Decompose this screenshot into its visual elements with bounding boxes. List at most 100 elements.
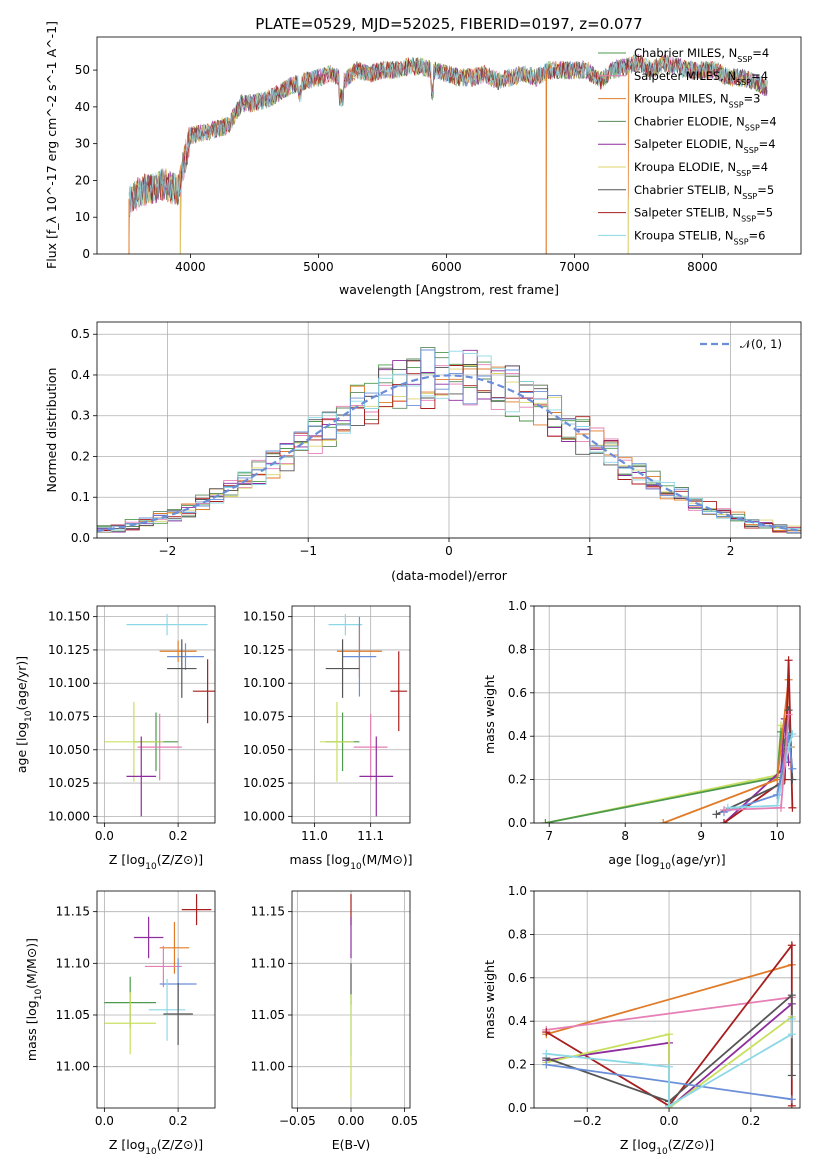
y-tick-label: 11.05 bbox=[56, 1008, 90, 1022]
y-tick-label: 11.00 bbox=[56, 1060, 90, 1074]
x-axis-label-sub: 10 bbox=[350, 862, 362, 872]
y-tick-label: 0 bbox=[82, 247, 90, 261]
plot-area bbox=[104, 613, 215, 817]
x-axis-label-main: Z [log bbox=[620, 1137, 656, 1152]
legend-tail: =4 bbox=[759, 137, 776, 151]
spectrum-line bbox=[128, 54, 768, 254]
y-tick-label: 11.15 bbox=[251, 905, 285, 919]
weight-line bbox=[723, 736, 794, 813]
legend-tail: =5 bbox=[757, 183, 774, 197]
y-tick-label: 11.10 bbox=[56, 956, 90, 970]
y-tick-label: 0.4 bbox=[71, 368, 90, 382]
x-axis-label-sub: 10 bbox=[656, 1147, 668, 1157]
x-axis-label-tail: (M/M⊙)] bbox=[362, 852, 413, 867]
histogram-step bbox=[97, 349, 801, 534]
x-tick-label: 7000 bbox=[559, 260, 590, 274]
weight-line bbox=[546, 996, 792, 1031]
x-tick-label: 4000 bbox=[175, 260, 206, 274]
y-tick-label: 10.050 bbox=[243, 743, 285, 757]
panel-mass-vs-EBV: −0.05 0.00 0.05 11.00 11.05 11.10 11.15 E(B-V) bbox=[251, 890, 418, 1152]
y-tick-label: 10.150 bbox=[243, 610, 285, 624]
axes-frame bbox=[291, 890, 411, 1109]
y-tick-label: 0.2 bbox=[508, 773, 527, 787]
legend-main: Chabrier ELODIE, N bbox=[634, 114, 745, 128]
x-axis-label-main: age [log bbox=[608, 852, 659, 867]
legend-tail: =6 bbox=[749, 228, 766, 242]
plot-area bbox=[542, 941, 796, 1108]
figure-title: PLATE=0529, MJD=52025, FIBERID=0197, z=0… bbox=[255, 15, 642, 33]
x-tick-label: 0.2 bbox=[169, 829, 188, 843]
y-tick-label: 20 bbox=[75, 173, 90, 187]
y-tick-label: 10.100 bbox=[48, 676, 90, 690]
y-axis-label: mass [log10(M/M⊙)] bbox=[24, 938, 44, 1061]
plot-area bbox=[104, 894, 212, 1055]
y-axis-label-sub: 10 bbox=[34, 989, 44, 1001]
y-axis-label-main: mass [log bbox=[24, 1000, 39, 1061]
x-tick-label: −1 bbox=[299, 544, 317, 558]
weight-line bbox=[546, 963, 793, 1036]
x-tick-label: 0.2 bbox=[741, 1114, 760, 1128]
x-tick-label: 11.1 bbox=[357, 829, 384, 843]
y-tick-label: 0.0 bbox=[71, 531, 90, 545]
x-axis-label-tail: (Z/Z⊙)] bbox=[157, 1137, 203, 1152]
legend-main: Salpeter ELODIE, N bbox=[634, 137, 744, 151]
y-tick-label: 10.050 bbox=[48, 743, 90, 757]
y-tick-label: 0.1 bbox=[71, 490, 90, 504]
x-axis-label-tail: (Z/Z⊙)] bbox=[157, 852, 203, 867]
y-tick-label: 10.150 bbox=[48, 610, 90, 624]
legend-sub: SSP bbox=[736, 77, 751, 86]
y-tick-label: 40 bbox=[75, 100, 90, 114]
legend-sub: SSP bbox=[742, 191, 757, 200]
legend-main: Salpeter STELIB, N bbox=[634, 206, 741, 220]
x-axis-label-main: Z [log bbox=[109, 1137, 145, 1152]
legend-sub: SSP bbox=[744, 146, 759, 155]
x-axis-label-main: Z [log bbox=[109, 852, 145, 867]
x-tick-label: 7 bbox=[545, 829, 553, 843]
legend-entry: Chabrier ELODIE, NSSP=4 bbox=[634, 114, 777, 131]
y-tick-label: 0.2 bbox=[508, 1058, 527, 1072]
y-tick-label: 0.8 bbox=[508, 642, 527, 656]
axes-frame bbox=[533, 605, 801, 824]
x-tick-label: −0.05 bbox=[279, 1114, 316, 1128]
plot-area bbox=[128, 53, 768, 254]
legend-entry: Salpeter STELIB, NSSP=5 bbox=[634, 206, 773, 224]
y-tick-label: 50 bbox=[75, 63, 90, 77]
legend-main: Chabrier MILES, N bbox=[634, 46, 737, 60]
legend-sub: SSP bbox=[734, 237, 749, 246]
x-axis-label-tail: (age/yr)] bbox=[671, 852, 726, 867]
panel-residuals: −2 −1 0 1 2 0.0 0.1 0.2 0.3 0.4 0.5 (data-model)/er… bbox=[44, 321, 802, 583]
y-tick-label: 0.2 bbox=[71, 449, 90, 463]
reference-gaussian bbox=[97, 374, 801, 532]
legend-main: Kroupa STELIB, N bbox=[634, 228, 734, 242]
x-axis-label-sub: 10 bbox=[145, 1147, 157, 1157]
y-tick-label: 10.075 bbox=[48, 709, 90, 723]
x-tick-label: 0.05 bbox=[391, 1114, 418, 1128]
legend-main: Kroupa MILES, N bbox=[634, 92, 729, 106]
x-axis-label-tail: (Z/Z⊙)] bbox=[668, 1137, 714, 1152]
legend-entry: Chabrier MILES, NSSP=4 bbox=[634, 46, 769, 64]
y-tick-label: 11.00 bbox=[251, 1060, 285, 1074]
x-tick-label: 1 bbox=[586, 544, 594, 558]
panel-spectrum: 4000 5000 6000 7000 8000 0 10 20 30 40 50 wavelengt… bbox=[44, 21, 802, 297]
y-tick-label: 0.8 bbox=[508, 927, 527, 941]
legend-sub: SSP bbox=[736, 169, 751, 178]
x-tick-label: 11.0 bbox=[301, 829, 328, 843]
y-axis-label: mass weight bbox=[482, 960, 497, 1039]
y-axis-label-main: age [log bbox=[14, 722, 29, 773]
axes-frame bbox=[96, 605, 216, 824]
x-axis-label: mass [log10(M/M⊙)] bbox=[289, 852, 412, 872]
y-tick-label: 0.6 bbox=[508, 686, 527, 700]
plot-area bbox=[320, 613, 408, 817]
y-tick-label: 1.0 bbox=[508, 884, 527, 898]
legend-entry: Chabrier STELIB, NSSP=5 bbox=[634, 183, 774, 201]
legend-entry: Kroupa STELIB, NSSP=6 bbox=[634, 228, 765, 246]
y-tick-label: 0.3 bbox=[71, 409, 90, 423]
x-axis-label: E(B-V) bbox=[332, 1137, 371, 1152]
panel-age-vs-Z: 0.0 0.2 10.000 10.025 10.050 10.075 10.100 10.1… bbox=[14, 605, 216, 872]
legend-tail: =4 bbox=[752, 46, 769, 60]
x-tick-label: 8 bbox=[621, 829, 629, 843]
legend-sub: SSP bbox=[745, 123, 760, 132]
